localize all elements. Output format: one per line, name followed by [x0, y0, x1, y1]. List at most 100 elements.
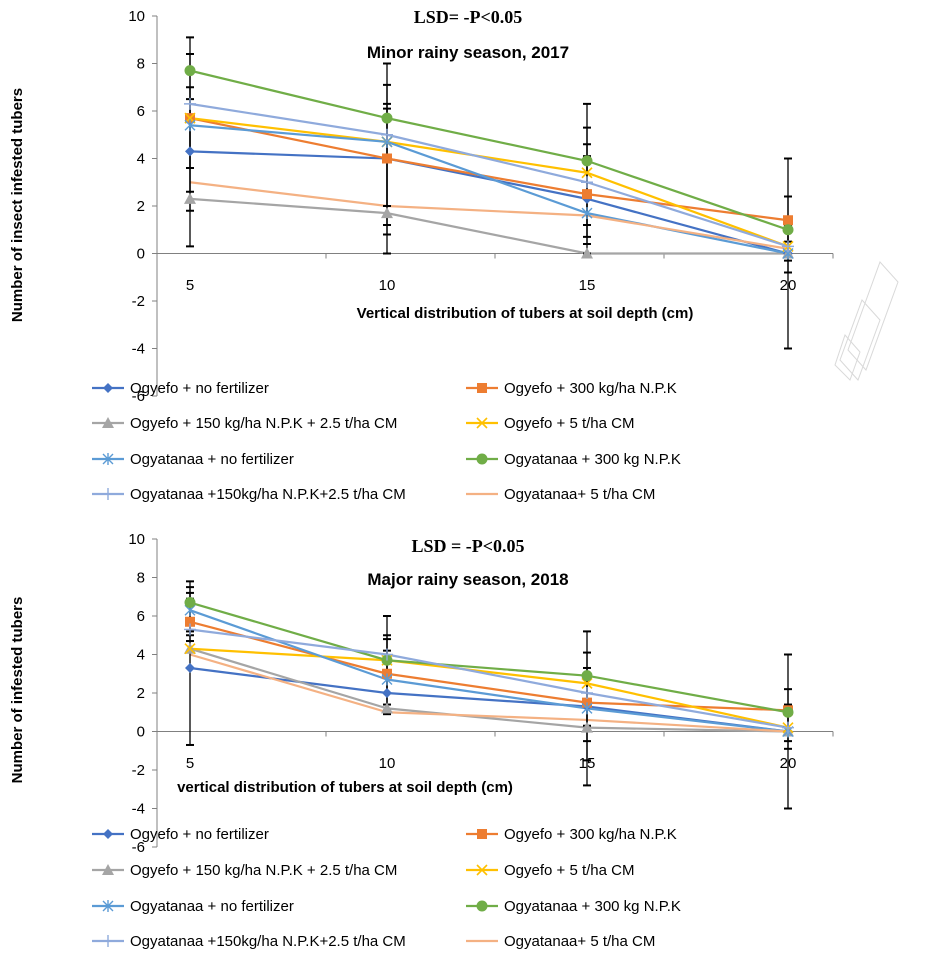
- legend-label: Ogyatanaa +150kg/ha N.P.K+2.5 t/ha CM: [130, 933, 406, 950]
- series-1-point: [783, 215, 793, 226]
- series-1-point: [185, 616, 195, 627]
- watermark-stripe: [839, 299, 881, 381]
- watermark-stripe: [847, 261, 899, 371]
- legend-label: Ogyatanaa+ 5 t/ha CM: [504, 933, 655, 950]
- legend-label: Ogyatanaa + 300 kg N.P.K: [504, 898, 681, 915]
- series-line-4: [189, 124, 789, 255]
- series-2-point: [381, 702, 393, 714]
- series-0-point: [185, 662, 195, 673]
- series-5-point: [184, 597, 196, 609]
- legend-label: Ogyefo + no fertilizer: [130, 826, 269, 843]
- legend-swatch-marker: [476, 864, 488, 876]
- series-line-6: [189, 102, 789, 248]
- y-tick-label: 10: [128, 531, 145, 548]
- legend-label: Ogyatanaa + no fertilizer: [130, 451, 294, 468]
- legend-item: Ogyatanaa+ 5 t/ha CM: [466, 486, 655, 503]
- legend-swatch-marker: [477, 829, 487, 839]
- series-line-6: [189, 628, 789, 729]
- y-axis-title: Number of insect infested tubers: [9, 88, 26, 322]
- y-tick-label: 10: [128, 8, 145, 25]
- series-4-point: [581, 207, 593, 220]
- legend-swatch-marker: [102, 488, 114, 500]
- series-2-point: [581, 721, 593, 733]
- legend-item: Ogyatanaa +150kg/ha N.P.K+2.5 t/ha CM: [92, 486, 406, 503]
- series-line-2: [189, 647, 789, 733]
- series-3-point: [184, 643, 196, 655]
- series-line-4: [189, 609, 789, 733]
- legend-item: Ogyatanaa + 300 kg N.P.K: [466, 451, 681, 468]
- legend-item: Ogyatanaa + no fertilizer: [92, 898, 294, 915]
- watermark-decoration: [834, 261, 899, 381]
- series-3-point: [581, 167, 593, 179]
- legend-swatch-marker: [102, 864, 114, 875]
- series-line-7: [189, 653, 789, 733]
- y-tick-label: 2: [137, 198, 145, 215]
- legend-label: Ogyefo + 300 kg/ha N.P.K: [504, 380, 677, 397]
- y-tick-label: 4: [137, 647, 145, 664]
- series-6-point: [782, 721, 794, 734]
- x-tick-label: 10: [379, 755, 396, 772]
- series-4-point: [581, 702, 593, 715]
- legend-swatch-marker: [476, 453, 488, 465]
- y-tick-label: 8: [137, 56, 145, 73]
- series-5-point: [381, 112, 393, 124]
- chart-title: LSD = -P<0.05: [411, 536, 524, 556]
- series-2-point: [184, 192, 196, 204]
- y-tick-label: -2: [132, 293, 145, 310]
- series-2-point: [581, 247, 593, 259]
- legend-swatch-marker: [477, 383, 487, 393]
- y-tick-label: 8: [137, 570, 145, 587]
- legend-item: Ogyefo + 300 kg/ha N.P.K: [466, 380, 677, 397]
- series-1-point: [582, 189, 592, 200]
- y-tick-label: -4: [132, 341, 145, 358]
- chart-subtitle: Major rainy season, 2018: [367, 570, 568, 589]
- x-axis-title: vertical distribution of tubers at soil …: [177, 779, 513, 796]
- y-axis-title: Number of infested tubers: [9, 597, 26, 784]
- legend-swatch-marker: [476, 900, 488, 912]
- series-4-point: [184, 119, 196, 132]
- legend-label: Ogyefo + 5 t/ha CM: [504, 415, 634, 432]
- legend-swatch-marker: [102, 900, 114, 912]
- series-6-point: [381, 128, 393, 141]
- series-line-5: [189, 601, 789, 714]
- y-tick-label: 0: [137, 724, 145, 741]
- y-tick-label: -2: [132, 762, 145, 779]
- watermark-stripe: [834, 334, 861, 381]
- legend-swatch-marker: [102, 453, 114, 465]
- legend-label: Ogyefo + 150 kg/ha N.P.K + 2.5 t/ha CM: [130, 415, 397, 432]
- chart-subtitle: Minor rainy season, 2017: [367, 43, 569, 62]
- series-0-point: [185, 146, 195, 157]
- series-line-7: [189, 181, 789, 250]
- x-axis-title: Vertical distribution of tubers at soil …: [357, 305, 694, 322]
- series-6-point: [581, 687, 593, 699]
- legend-swatch-marker: [102, 417, 114, 428]
- legend-item: Ogyefo + 300 kg/ha N.P.K: [466, 826, 677, 843]
- legend-swatch-marker: [102, 935, 114, 947]
- x-tick-label: 15: [579, 277, 596, 294]
- legend-swatch-marker: [476, 417, 488, 429]
- legend-item: Ogyefo + 5 t/ha CM: [466, 415, 634, 432]
- series-5-point: [581, 670, 593, 682]
- legend-item: Ogyefo + 5 t/ha CM: [466, 862, 634, 879]
- series-4-point: [381, 673, 393, 686]
- legend-swatch-marker: [103, 383, 113, 393]
- y-tick-label: -6: [132, 388, 145, 405]
- series-line-1: [189, 117, 789, 222]
- series-6-point: [782, 240, 794, 253]
- legend-item: Ogyatanaa + no fertilizer: [92, 451, 294, 468]
- chart-title: LSD= -P<0.05: [414, 7, 523, 27]
- y-tick-label: 6: [137, 103, 145, 120]
- series-6-point: [184, 623, 196, 636]
- series-5-point: [782, 706, 794, 718]
- legend-label: Ogyefo + 300 kg/ha N.P.K: [504, 826, 677, 843]
- legend-item: Ogyefo + 150 kg/ha N.P.K + 2.5 t/ha CM: [92, 415, 397, 432]
- x-tick-label: 10: [379, 277, 396, 294]
- series-line-3: [189, 647, 789, 729]
- series-5-point: [184, 65, 196, 77]
- series-line-2: [189, 197, 788, 255]
- series-6-point: [184, 97, 196, 110]
- y-tick-label: 4: [137, 151, 145, 168]
